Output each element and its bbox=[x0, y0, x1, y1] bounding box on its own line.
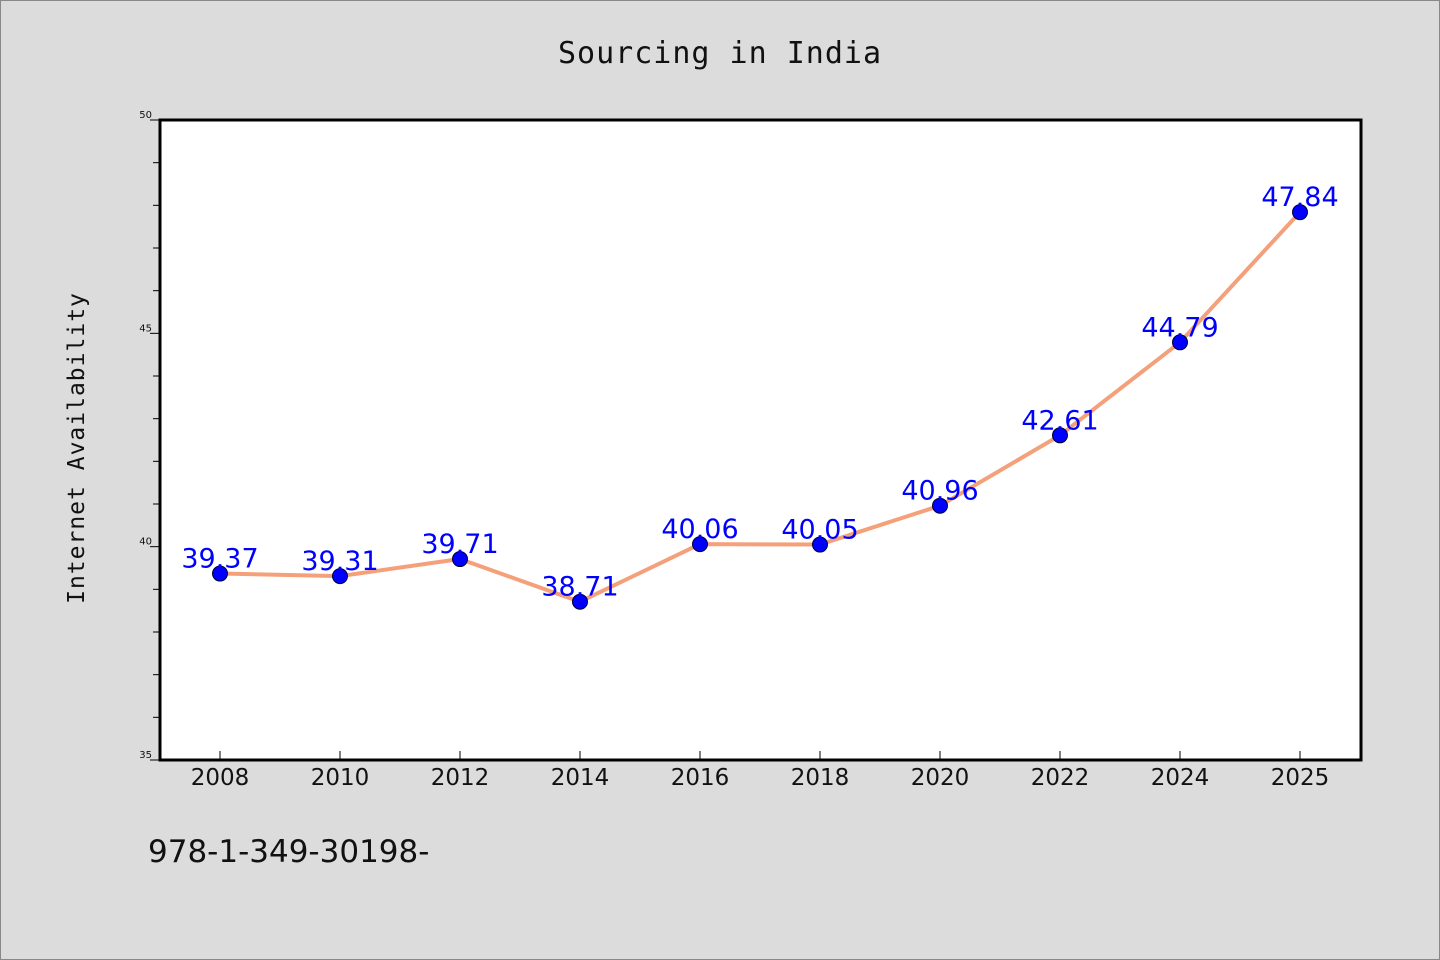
data-label: 40.96 bbox=[901, 476, 978, 507]
data-label: 44.79 bbox=[1141, 312, 1218, 343]
footer-code: 978-1-349-30198- bbox=[148, 834, 430, 870]
data-point bbox=[932, 497, 948, 514]
x-tick-label: 2022 bbox=[1031, 765, 1090, 791]
y-tick-label: 45 bbox=[139, 323, 152, 334]
x-tick-label: 2014 bbox=[551, 765, 610, 791]
data-point bbox=[812, 536, 828, 553]
data-point bbox=[692, 536, 708, 553]
y-tick-label: 50 bbox=[139, 110, 152, 121]
x-tick-label: 2018 bbox=[791, 765, 850, 791]
x-tick-label: 2008 bbox=[191, 765, 250, 791]
data-point bbox=[1292, 204, 1308, 221]
x-axis: 2008 2010 2012 2014 2016 2018 2020 2022 2024 2025 bbox=[191, 751, 1330, 791]
x-tick-label: 2024 bbox=[1151, 765, 1210, 791]
data-label: 40.05 bbox=[781, 515, 858, 546]
data-label: 47.84 bbox=[1261, 182, 1338, 213]
markers-group bbox=[212, 204, 1308, 610]
data-labels-group: 39.37 39.31 39.71 38.71 40.06 40.05 40.96 42.61… bbox=[181, 182, 1338, 603]
data-point bbox=[452, 551, 468, 568]
y-tick-label: 35 bbox=[139, 750, 152, 761]
data-point bbox=[572, 593, 588, 610]
x-tick-label: 2012 bbox=[431, 765, 490, 791]
data-point bbox=[1172, 334, 1188, 351]
data-label: 40.06 bbox=[661, 514, 738, 545]
data-label: 39.37 bbox=[181, 544, 258, 575]
data-point bbox=[212, 565, 228, 582]
x-tick-label: 2020 bbox=[911, 765, 970, 791]
data-point bbox=[1052, 427, 1068, 444]
x-tick-label: 2010 bbox=[311, 765, 370, 791]
series-line bbox=[219, 210, 1302, 604]
x-tick-label: 2016 bbox=[671, 765, 730, 791]
plot-area bbox=[158, 118, 1363, 762]
data-label: 39.71 bbox=[421, 529, 498, 560]
x-tick-label: 2025 bbox=[1271, 765, 1330, 791]
data-label: 38.71 bbox=[541, 572, 618, 603]
series-line-group bbox=[219, 210, 1302, 604]
data-label: 39.31 bbox=[301, 546, 378, 577]
data-point bbox=[332, 568, 348, 585]
y-tick-label: 40 bbox=[139, 537, 152, 548]
chart-title: Sourcing in India bbox=[557, 36, 883, 71]
data-label: 42.61 bbox=[1021, 405, 1098, 436]
y-axis: 35 40 45 50 bbox=[139, 110, 160, 761]
